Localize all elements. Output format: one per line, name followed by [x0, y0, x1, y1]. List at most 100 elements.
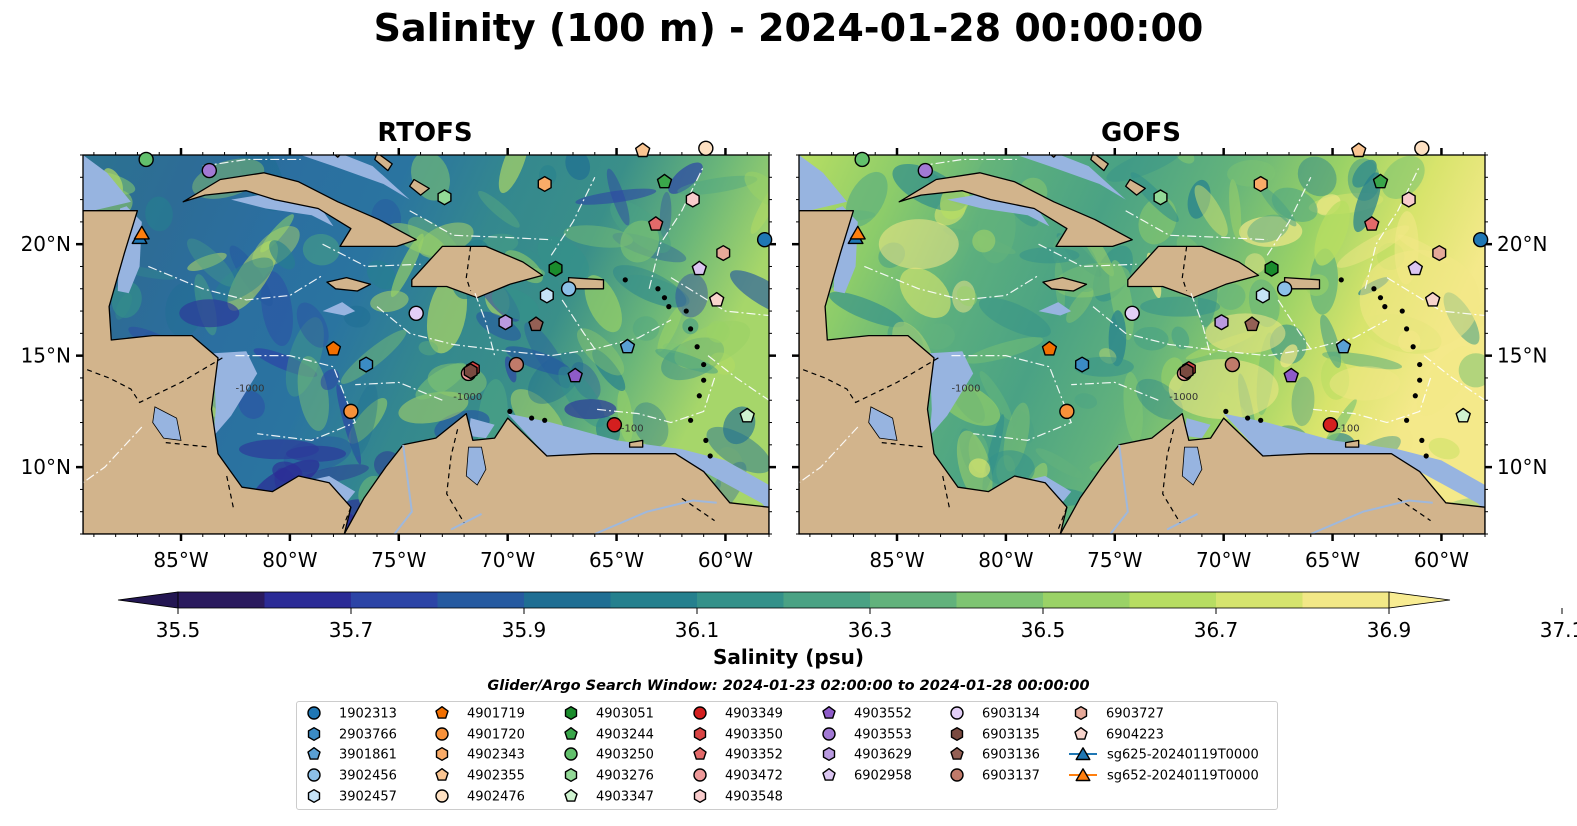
colorbar: 35.5 35.7 35.9 36.1 36.3 36.5 36.7 36.9 37.1 — [117, 591, 1577, 642]
x-tick-label: 65°W — [1305, 548, 1360, 572]
colorbar-tick-label: 35.9 — [502, 618, 547, 642]
contour-label: -1000 — [235, 383, 264, 394]
marker-4903553 — [917, 162, 934, 179]
marker-4901719 — [325, 340, 342, 356]
marker-4903276 — [1153, 189, 1168, 206]
colorbar-bin — [178, 592, 266, 608]
map-panel-rtofs: -1000 -100 -1000 85°W 80°W 75°W 70°W 65°W 60°W 20… — [21, 140, 776, 572]
marker-sg652-20240119T0000 — [849, 225, 866, 240]
marker-4901720 — [1059, 403, 1075, 420]
marker-4903250 — [854, 151, 870, 168]
marker-4901719 — [1041, 340, 1058, 356]
colorbar-tick-label: 36.3 — [848, 618, 893, 642]
x-tick-label: 65°W — [589, 548, 644, 572]
marker-4903051 — [548, 260, 563, 277]
x-tick-label: 85°W — [869, 548, 924, 572]
marker-sg652-20240119T0000 — [133, 225, 150, 240]
colorbar-bin — [1216, 592, 1304, 608]
panel-title-rtofs: RTOFS — [377, 118, 473, 148]
colorbar-tick-label: 37.1 — [1540, 618, 1577, 642]
x-tick-label: 85°W — [153, 548, 208, 572]
marker-4903552 — [567, 367, 583, 383]
marker-4903352 — [648, 216, 664, 231]
x-tick-label: 70°W — [480, 548, 535, 572]
colorbar-tick-label: 36.9 — [1367, 618, 1412, 642]
colorbar-label: Salinity (psu) — [712, 645, 864, 669]
y-tick-label: 15°N — [21, 344, 71, 368]
marker-3902457 — [1255, 287, 1270, 304]
marker-4903548 — [685, 191, 700, 208]
y-tick-label: 20°N — [21, 232, 71, 256]
colorbar-bin — [524, 592, 612, 608]
marker-4902355 — [635, 142, 651, 158]
colorbar-bin — [956, 592, 1044, 608]
marker-6903727 — [716, 244, 731, 262]
marker-6902958 — [1407, 260, 1424, 276]
marker-4902476 — [698, 140, 714, 157]
colorbar-bin — [437, 592, 525, 608]
marker-6903137 — [508, 356, 525, 373]
colorbar-tick-label: 35.5 — [156, 618, 201, 642]
x-tick-label: 75°W — [371, 548, 426, 572]
marker-4903349 — [606, 417, 623, 433]
marker-4903347 — [1455, 407, 1471, 423]
panel-title-gofs: GOFS — [1101, 118, 1181, 148]
colorbar-tick-label: 35.7 — [329, 618, 374, 642]
marker-4903244 — [656, 173, 673, 189]
x-tick-label: 80°W — [262, 548, 317, 572]
colorbar-bin — [264, 592, 352, 608]
marker-6903727 — [1432, 244, 1447, 262]
colorbar-tick-label: 36.1 — [675, 618, 720, 642]
marker-6903134 — [408, 305, 424, 321]
y-tick-label: 10°N — [21, 455, 71, 479]
marker-4903051 — [1264, 260, 1279, 277]
contour-label: -1000 — [1169, 392, 1198, 403]
contour-label: -1000 — [453, 392, 482, 403]
x-tick-label: 60°W — [698, 548, 753, 572]
y-tick-label: 15°N — [1497, 344, 1547, 368]
marker-4903629 — [498, 314, 513, 331]
colorbar-tick-label: 36.5 — [1021, 618, 1066, 642]
marker-4903276 — [437, 189, 452, 206]
marker-2903766 — [359, 356, 374, 373]
colorbar-tick-label: 36.7 — [1194, 618, 1239, 642]
colorbar-bin — [610, 592, 698, 608]
marker-4903250 — [138, 151, 154, 168]
x-tick-label: 75°W — [1087, 548, 1142, 572]
y-tick-label: 20°N — [1497, 232, 1547, 256]
marker-6903135 — [1179, 363, 1194, 380]
marker-4903548 — [1401, 191, 1416, 208]
contour-label: -1000 — [951, 383, 980, 394]
marker-3901861 — [1335, 338, 1352, 354]
marker-6902958 — [691, 260, 707, 276]
marker-4902355 — [1350, 142, 1367, 158]
marker-6903134 — [1124, 305, 1140, 321]
legend-title: Glider/Argo Search Window: 2024-01-23 02… — [487, 678, 1090, 694]
marker-6903136 — [1244, 316, 1260, 332]
marker-4901720 — [343, 403, 359, 420]
marker-3902456 — [1276, 281, 1293, 297]
marker-4903244 — [1372, 173, 1389, 189]
marker-4903552 — [1283, 367, 1299, 383]
marker-4903347 — [739, 407, 755, 423]
contour-label: -100 — [1337, 423, 1360, 434]
map-panel-gofs: -1000 -100 -1000 85°W 80°W 75°W 70°W 65°W 60°W 20… — [792, 140, 1547, 572]
marker-4903352 — [1364, 216, 1380, 231]
marker-6904223 — [709, 291, 725, 307]
x-tick-label: 80°W — [978, 548, 1033, 572]
marker-4903553 — [201, 162, 218, 179]
marker-4903349 — [1322, 417, 1339, 433]
colorbar-bin — [351, 592, 439, 608]
marker-6903135 — [463, 363, 478, 380]
marker-3902457 — [539, 287, 554, 304]
marker-4902343 — [537, 175, 552, 193]
y-tick-label: 10°N — [1497, 455, 1547, 479]
marker-3901861 — [619, 338, 636, 354]
legend-box — [296, 701, 1278, 810]
marker-6903136 — [528, 316, 544, 332]
marker-3902456 — [560, 281, 577, 297]
x-tick-label: 70°W — [1196, 548, 1251, 572]
marker-6903137 — [1224, 356, 1241, 373]
x-tick-label: 60°W — [1414, 548, 1469, 572]
